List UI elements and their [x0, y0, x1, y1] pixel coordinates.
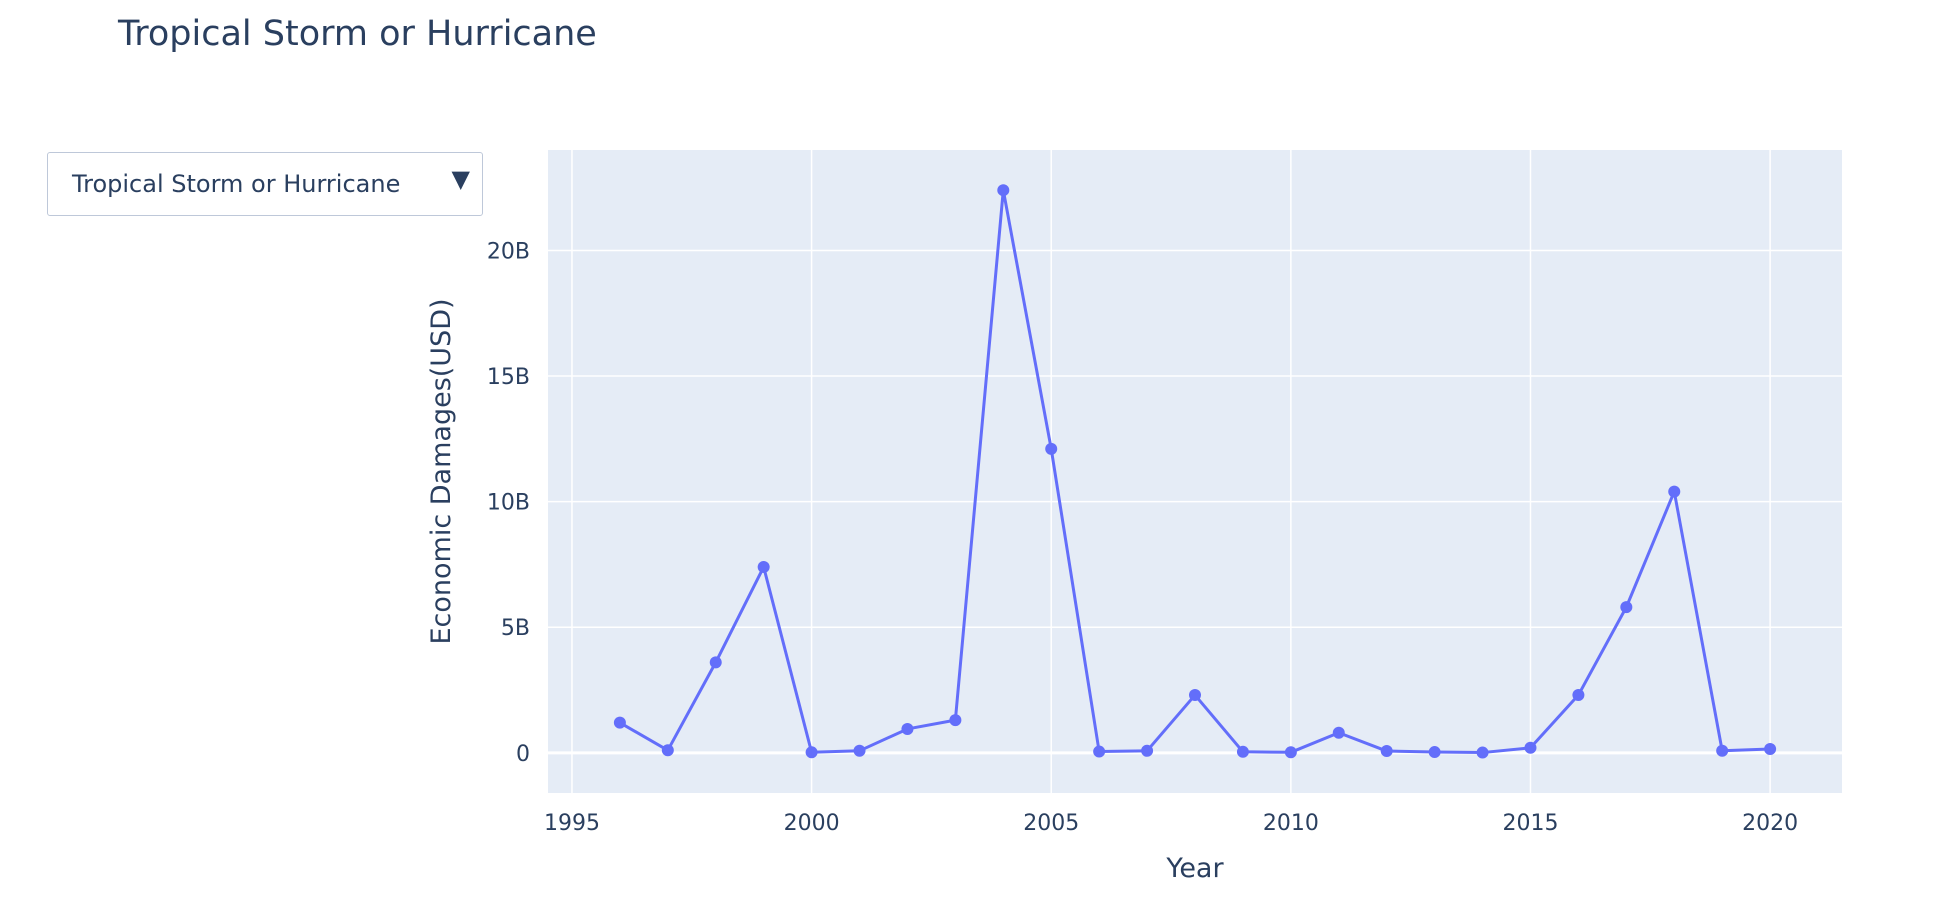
- x-tick-label: 2010: [1263, 811, 1319, 836]
- data-point: [1620, 601, 1633, 614]
- x-tick-label: 2015: [1502, 811, 1558, 836]
- x-tick-labels: 1995 2000 2005 2010 2015 2020: [544, 811, 1798, 836]
- data-point: [757, 560, 770, 573]
- data-point: [1141, 744, 1154, 757]
- data-point: [997, 184, 1010, 197]
- y-tick-label: 15B: [487, 365, 530, 390]
- data-point: [1236, 745, 1249, 758]
- y-tick-label: 0: [516, 742, 530, 767]
- data-point: [1189, 689, 1201, 702]
- data-point: [901, 722, 914, 735]
- data-point: [1572, 689, 1585, 702]
- data-point: [1428, 746, 1441, 759]
- chevron-down-icon: ▼: [451, 165, 470, 193]
- y-tick-label: 10B: [487, 491, 530, 516]
- data-point: [1764, 743, 1777, 756]
- x-axis-title: Year: [1165, 853, 1224, 884]
- data-point: [613, 716, 626, 729]
- chart-title: Tropical Storm or Hurricane: [118, 14, 597, 54]
- data-point: [1380, 745, 1393, 758]
- data-point: [1716, 744, 1729, 757]
- data-point: [1524, 741, 1537, 754]
- data-point: [805, 746, 818, 759]
- y-tick-labels: 0 5B 10B 15B 20B: [487, 239, 530, 766]
- x-tick-label: 2000: [784, 811, 840, 836]
- data-point: [1668, 485, 1681, 498]
- dropdown-selected-label: Tropical Storm or Hurricane: [72, 170, 401, 198]
- y-tick-label: 5B: [501, 616, 530, 641]
- data-point: [949, 714, 962, 727]
- y-axis-title: Economic Damages(USD): [426, 298, 457, 644]
- data-point: [661, 744, 674, 757]
- plot-area: [548, 150, 1842, 793]
- category-dropdown[interactable]: Tropical Storm or Hurricane ▼: [47, 152, 483, 216]
- data-point: [853, 744, 866, 757]
- data-point: [1045, 442, 1058, 455]
- x-gridlines: [571, 150, 1771, 793]
- data-point: [1284, 746, 1297, 759]
- y-gridlines: [548, 249, 1842, 755]
- data-point: [1476, 746, 1489, 759]
- x-tick-label: 2005: [1023, 811, 1079, 836]
- y-tick-label: 20B: [487, 239, 530, 264]
- data-point: [709, 656, 722, 669]
- x-tick-label: 2020: [1742, 811, 1798, 836]
- x-tick-label: 1995: [544, 811, 600, 836]
- data-point: [1093, 745, 1106, 758]
- data-points: [613, 184, 1777, 759]
- data-point: [1332, 726, 1345, 739]
